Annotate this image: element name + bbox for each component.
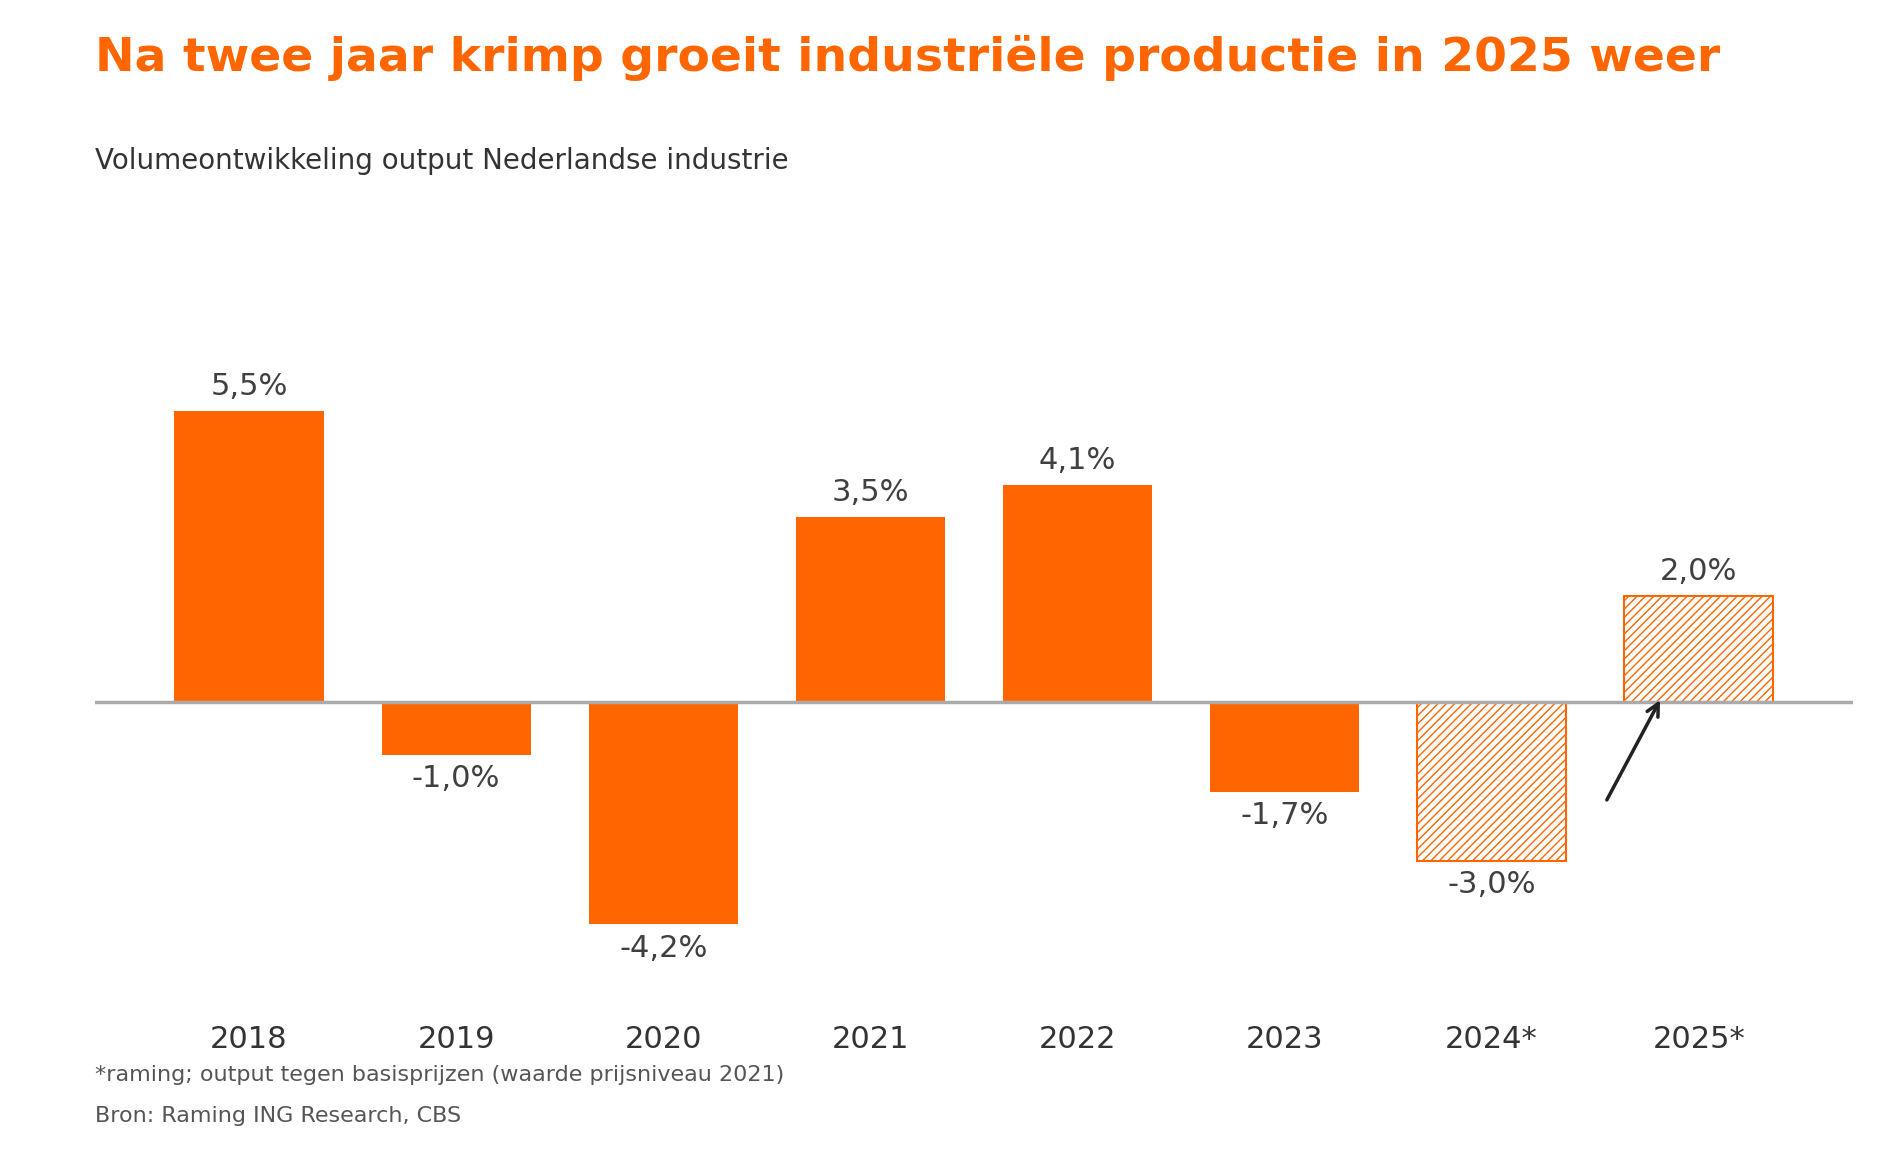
Text: -4,2%: -4,2% (618, 934, 707, 963)
Text: 5,5%: 5,5% (210, 372, 287, 401)
Text: Volumeontwikkeling output Nederlandse industrie: Volumeontwikkeling output Nederlandse in… (95, 147, 789, 175)
Bar (1624, 596, 1774, 701)
Text: Bron: Raming ING Research, CBS: Bron: Raming ING Research, CBS (95, 1106, 461, 1126)
Bar (1624, 596, 1774, 701)
Bar (1210, 701, 1360, 792)
Bar (382, 701, 531, 754)
Bar (1002, 484, 1152, 701)
Text: -1,7%: -1,7% (1240, 801, 1329, 830)
Bar (1416, 701, 1566, 861)
Text: -1,0%: -1,0% (412, 765, 501, 793)
Bar (174, 411, 323, 701)
Bar (796, 516, 946, 701)
Text: 3,5%: 3,5% (832, 479, 910, 507)
Text: -3,0%: -3,0% (1447, 870, 1535, 900)
Text: Na twee jaar krimp groeit industriële productie in 2025 weer: Na twee jaar krimp groeit industriële pr… (95, 35, 1719, 81)
Text: 2,0%: 2,0% (1660, 557, 1738, 586)
Text: 4,1%: 4,1% (1038, 447, 1116, 475)
Bar (1416, 701, 1566, 861)
Text: *raming; output tegen basisprijzen (waarde prijsniveau 2021): *raming; output tegen basisprijzen (waar… (95, 1065, 783, 1085)
Bar (588, 701, 737, 924)
